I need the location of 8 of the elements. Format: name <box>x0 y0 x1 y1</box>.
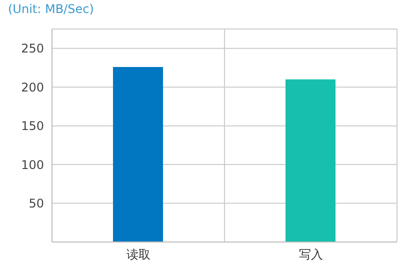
x-tick-label: 读取 <box>126 248 150 262</box>
y-tick-label: 50 <box>28 196 44 211</box>
chart-title: (Unit: MB/Sec) <box>8 2 95 16</box>
y-tick-label: 250 <box>21 42 44 56</box>
y-tick-label: 200 <box>21 80 44 94</box>
y-tick-label: 150 <box>21 119 44 134</box>
x-tick-label: 写入 <box>298 248 323 262</box>
y-tick-label: 100 <box>21 158 44 172</box>
